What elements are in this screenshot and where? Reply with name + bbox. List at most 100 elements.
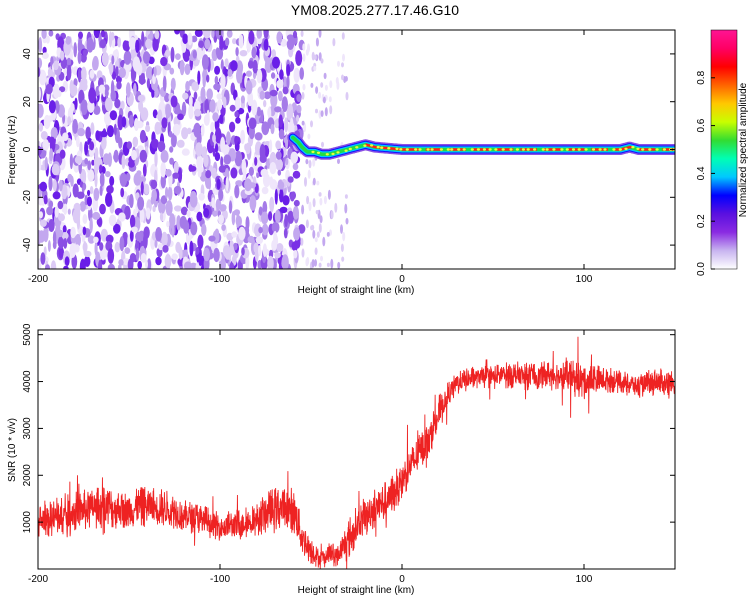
- noise-cell: [283, 76, 287, 89]
- noise-cell: [145, 66, 154, 81]
- noise-cell: [85, 126, 92, 140]
- noise-cell: [131, 226, 138, 233]
- noise-cell: [260, 168, 269, 177]
- noise-cell: [249, 195, 257, 211]
- noise-cell: [270, 123, 275, 135]
- y-tick-label: 1000: [22, 511, 33, 534]
- noise-cell: [314, 259, 317, 267]
- noise-cell: [105, 234, 114, 244]
- noise-cell: [38, 229, 42, 245]
- noise-cell: [53, 60, 59, 71]
- noise-cell: [87, 169, 95, 182]
- noise-cell: [45, 35, 50, 44]
- noise-cell: [226, 30, 233, 38]
- noise-cell: [341, 74, 344, 81]
- noise-cell: [67, 116, 72, 126]
- noise-cell: [151, 89, 155, 99]
- noise-cell: [337, 60, 340, 67]
- noise-cell: [48, 100, 56, 114]
- signal-peak: [494, 148, 498, 151]
- noise-cell: [329, 105, 333, 115]
- noise-cell: [100, 130, 108, 138]
- noise-cell: [116, 81, 122, 90]
- signal-peak: [533, 148, 537, 151]
- noise-cell: [52, 191, 61, 200]
- signal-peak: [331, 152, 335, 156]
- noise-cell: [164, 49, 171, 57]
- signal-peak: [509, 148, 513, 151]
- x-tick-label: 0: [399, 574, 405, 585]
- noise-cell: [69, 243, 76, 258]
- noise-cell: [154, 151, 158, 167]
- noise-cell: [224, 68, 229, 77]
- noise-cell: [181, 101, 187, 117]
- noise-cell: [64, 256, 70, 267]
- noise-cell: [316, 180, 320, 186]
- noise-cell: [307, 43, 310, 53]
- noise-cell: [54, 206, 59, 218]
- noise-cell: [281, 96, 288, 113]
- noise-cell: [117, 37, 122, 48]
- noise-cell: [89, 186, 94, 195]
- noise-cell: [118, 259, 124, 266]
- colorbar-tick-label: 0.8: [696, 70, 707, 84]
- noise-cell: [267, 255, 274, 269]
- noise-cell: [59, 149, 66, 159]
- noise-cell: [228, 200, 233, 214]
- noise-cell: [77, 68, 82, 83]
- noise-cell: [285, 158, 289, 166]
- colorbar: 0.0 0.2 0.4 0.6 0.8 Normalized spectral ampl…: [696, 29, 749, 276]
- noise-cell: [59, 50, 65, 61]
- noise-cell: [292, 30, 298, 39]
- signal-peak: [316, 151, 321, 154]
- noise-cell: [175, 53, 181, 60]
- noise-cell: [211, 30, 215, 39]
- noise-cell: [263, 30, 269, 39]
- signal-peak: [612, 148, 616, 151]
- noise-cell: [160, 56, 168, 67]
- signal-peak: [521, 148, 526, 151]
- noise-cell: [222, 96, 227, 109]
- noise-cell: [190, 221, 198, 236]
- noise-cell: [214, 127, 222, 144]
- noise-cell: [82, 214, 88, 224]
- noise-cell: [252, 59, 258, 74]
- noise-cell: [107, 248, 115, 264]
- noise-cell: [284, 213, 288, 228]
- noise-cell: [118, 212, 126, 222]
- noise-cell: [302, 43, 306, 51]
- x-tick-label: 100: [576, 574, 593, 585]
- noise-cell: [227, 69, 233, 77]
- signal-peak: [545, 148, 549, 151]
- noise-cell: [170, 95, 178, 108]
- noise-cell: [323, 72, 327, 80]
- noise-cell: [319, 215, 323, 224]
- noise-cell: [271, 72, 276, 79]
- noise-cell: [286, 75, 290, 89]
- noise-cell: [181, 148, 190, 156]
- noise-cell: [107, 263, 115, 269]
- noise-cell: [311, 51, 315, 61]
- noise-cell: [314, 237, 318, 243]
- noise-cell: [143, 183, 150, 195]
- noise-cell: [145, 259, 148, 269]
- signal-peak: [399, 148, 403, 151]
- noise-cell: [202, 71, 206, 88]
- noise-cell: [164, 254, 172, 269]
- noise-cell: [287, 210, 295, 224]
- y-tick-label: 20: [22, 96, 33, 108]
- noise-cell: [270, 92, 278, 108]
- noise-cell: [245, 142, 251, 155]
- noise-cell: [62, 225, 67, 234]
- spectrogram-y-ticks: -40 -20 0 20 40: [22, 48, 675, 252]
- noise-cell: [43, 226, 49, 243]
- noise-cell: [263, 39, 269, 51]
- noise-cell: [214, 75, 219, 85]
- noise-cell: [47, 240, 51, 252]
- noise-cell: [198, 255, 203, 267]
- noise-cell: [183, 261, 192, 269]
- noise-cell: [306, 195, 310, 205]
- noise-cell: [62, 132, 69, 141]
- noise-cell: [337, 261, 341, 269]
- noise-cell: [251, 99, 258, 116]
